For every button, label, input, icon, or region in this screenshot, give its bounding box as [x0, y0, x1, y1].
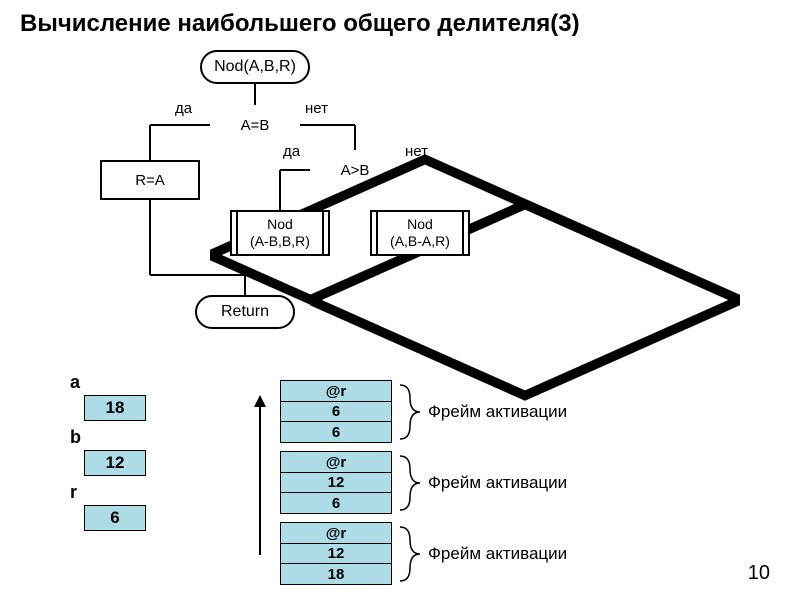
node-sub1: Nod (A-B,B,R) — [230, 210, 330, 256]
node-sub2: Nod (A,B-A,R) — [370, 210, 470, 256]
node-sub1-l2: (A-B,B,R) — [250, 233, 310, 250]
var-b-value: 12 — [84, 450, 146, 476]
page-title: Вычисление наибольшего общего делителя(3… — [20, 10, 580, 38]
stack-arrow-icon — [250, 395, 270, 555]
label-gt-no: нет — [405, 143, 428, 160]
flowchart-edges — [100, 50, 530, 350]
stack-cell: 12 — [280, 543, 392, 565]
variables: a 18 b 12 r 6 — [70, 370, 146, 537]
stack-cell: 18 — [280, 563, 392, 585]
label-gt-yes: да — [283, 143, 300, 160]
frame-label: Фрейм активации — [428, 473, 567, 493]
node-sub2-l1: Nod — [390, 216, 450, 233]
stack-cell: @r — [280, 380, 392, 402]
call-stack: @r 6 6 Фрейм активации @r 12 6 Фрейм акт… — [280, 380, 567, 593]
node-return: Return — [195, 295, 295, 329]
node-start: Nod(A,B,R) — [200, 50, 310, 84]
stack-cell: @r — [280, 451, 392, 473]
node-eq-label: A=B — [210, 105, 300, 145]
label-eq-yes: да — [175, 100, 192, 117]
var-a-value: 18 — [84, 395, 146, 421]
var-r-label: r — [70, 482, 146, 503]
stack-cell: 6 — [280, 401, 392, 423]
stack-cell: 12 — [280, 472, 392, 494]
frame-label: Фрейм активации — [428, 402, 567, 422]
var-a-label: a — [70, 372, 146, 393]
stack-frame: @r 6 6 Фрейм активации — [280, 380, 567, 443]
node-gt-label: A>B — [310, 150, 400, 190]
node-sub2-l2: (A,B-A,R) — [390, 233, 450, 250]
page-number: 10 — [748, 562, 770, 585]
node-ra: R=A — [100, 160, 200, 200]
node-gt: A>B — [310, 150, 400, 190]
label-eq-no: нет — [305, 100, 328, 117]
var-r-value: 6 — [84, 505, 146, 531]
stack-frame: @r 12 18 Фрейм активации — [280, 522, 567, 585]
stack-cell: 6 — [280, 421, 392, 443]
node-eq: A=B — [210, 105, 300, 145]
brace-icon — [398, 383, 422, 441]
stack-frame: @r 12 6 Фрейм активации — [280, 451, 567, 514]
flowchart: Nod(A,B,R) A=B A>B R=A Nod (A-B,B,R) Nod… — [100, 50, 530, 350]
var-b-label: b — [70, 427, 146, 448]
brace-icon — [398, 525, 422, 583]
stack-cell: 6 — [280, 492, 392, 514]
brace-icon — [398, 454, 422, 512]
node-sub1-l1: Nod — [250, 216, 310, 233]
stack-cell: @r — [280, 522, 392, 544]
frame-label: Фрейм активации — [428, 544, 567, 564]
